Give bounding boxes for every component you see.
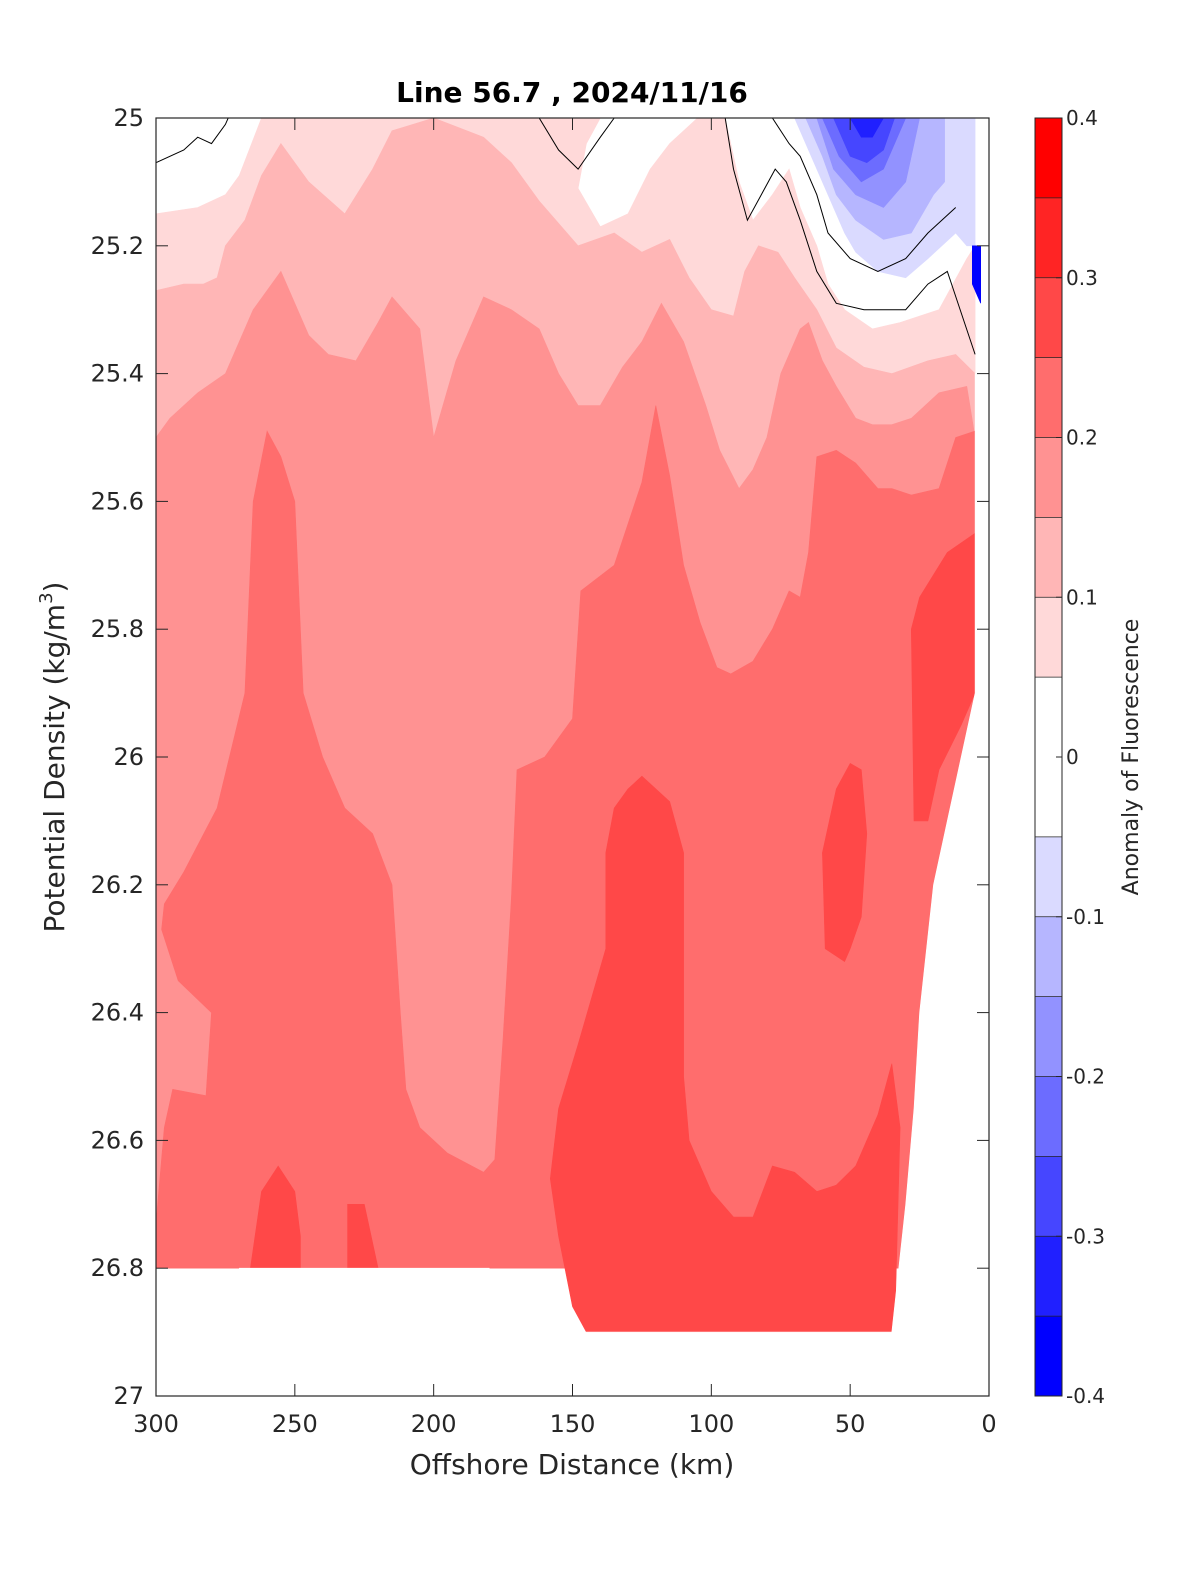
y-tick-label: 25.4 [91, 360, 144, 388]
no-data-areas [156, 373, 989, 1396]
colorbar-tick-label: 0.4 [1066, 106, 1098, 130]
colorbar-swatch [1035, 1156, 1062, 1237]
colorbar-swatch [1035, 118, 1062, 198]
contour-region-6 [822, 762, 868, 962]
x-tick-label: 200 [411, 1410, 457, 1438]
y-tick-label: 26.6 [91, 1126, 144, 1154]
x-tick-label: 0 [981, 1410, 996, 1438]
y-tick-label: 26.8 [91, 1254, 144, 1282]
contour-region-14 [849, 118, 884, 138]
colorbar-swatch [1035, 1316, 1062, 1396]
colorbar-tick-label: 0.1 [1066, 585, 1098, 609]
colorbar-tick-label: 0 [1066, 745, 1079, 769]
colorbar-swatch [1035, 197, 1062, 278]
contour-line-2 [724, 118, 976, 355]
y-tick-label: 26 [113, 743, 144, 771]
y-axis: 25 25.2 25.4 25.6 25.8 26 26.2 26.4 26.6 26.8 27 [91, 104, 989, 1410]
colorbar-swatch [1035, 916, 1062, 997]
y-tick-label: 26.2 [91, 871, 144, 899]
y-axis-label-main: Potential Density (kg/m [38, 604, 71, 933]
colorbar-swatch [1035, 277, 1062, 358]
contour-line-0 [156, 118, 229, 164]
y-tick-label: 27 [113, 1382, 144, 1410]
colorbar-swatch [1035, 357, 1062, 438]
colorbar-swatch [1035, 597, 1062, 678]
plot-area [156, 118, 989, 1396]
x-axis: 300 250 200 150 100 50 0 [133, 118, 997, 1438]
chart-title: Line 56.7 , 2024/11/16 [396, 76, 748, 109]
y-tick-label: 25.8 [91, 615, 144, 643]
colorbar [1035, 118, 1062, 1396]
contour-fills [156, 118, 982, 1333]
colorbar-label: Anomaly of Fluorescence [1119, 619, 1144, 896]
x-tick-label: 50 [835, 1410, 866, 1438]
colorbar-swatch [1035, 517, 1062, 598]
y-axis-label-superscript: 3 [36, 592, 57, 603]
colorbar-tick-label: 0.2 [1066, 426, 1098, 450]
colorbar-swatch [1035, 1236, 1062, 1317]
contour-region-5 [549, 775, 901, 1333]
colorbar-tick-label: 0.3 [1066, 266, 1098, 290]
x-tick-label: 100 [688, 1410, 734, 1438]
contour-line-3 [771, 118, 957, 272]
contour-region-13 [833, 118, 895, 164]
y-tick-label: 25 [113, 104, 144, 132]
no-data-region-0 [156, 373, 989, 1396]
colorbar-swatch [1035, 996, 1062, 1077]
colorbar-tick-label: -0.1 [1066, 905, 1105, 929]
x-tick-label: 250 [272, 1410, 318, 1438]
y-axis-label-end: ) [38, 582, 71, 593]
y-tick-label: 26.4 [91, 999, 144, 1027]
contour-line-1 [538, 118, 615, 170]
contour-lines [156, 118, 976, 355]
colorbar-ticks: -0.4 -0.3 -0.2 -0.1 0 0.1 0.2 0.3 0.4 [1056, 106, 1105, 1408]
y-tick-label: 25.6 [91, 487, 144, 515]
colorbar-tick-label: -0.2 [1066, 1065, 1105, 1089]
y-tick-label: 25.2 [91, 232, 144, 260]
x-axis-label: Offshore Distance (km) [410, 1448, 735, 1481]
y-axis-label: Potential Density (kg/m3) [36, 582, 71, 933]
x-tick-label: 150 [550, 1410, 596, 1438]
contour-region-3 [156, 405, 976, 1301]
contour-region-4 [910, 532, 976, 822]
colorbar-swatch [1035, 836, 1062, 917]
colorbar-tick-label: -0.4 [1066, 1384, 1105, 1408]
colorbar-tick-label: -0.3 [1066, 1224, 1105, 1248]
colorbar-swatch [1035, 437, 1062, 518]
x-tick-label: 300 [133, 1410, 179, 1438]
colorbar-swatch [1035, 1076, 1062, 1157]
